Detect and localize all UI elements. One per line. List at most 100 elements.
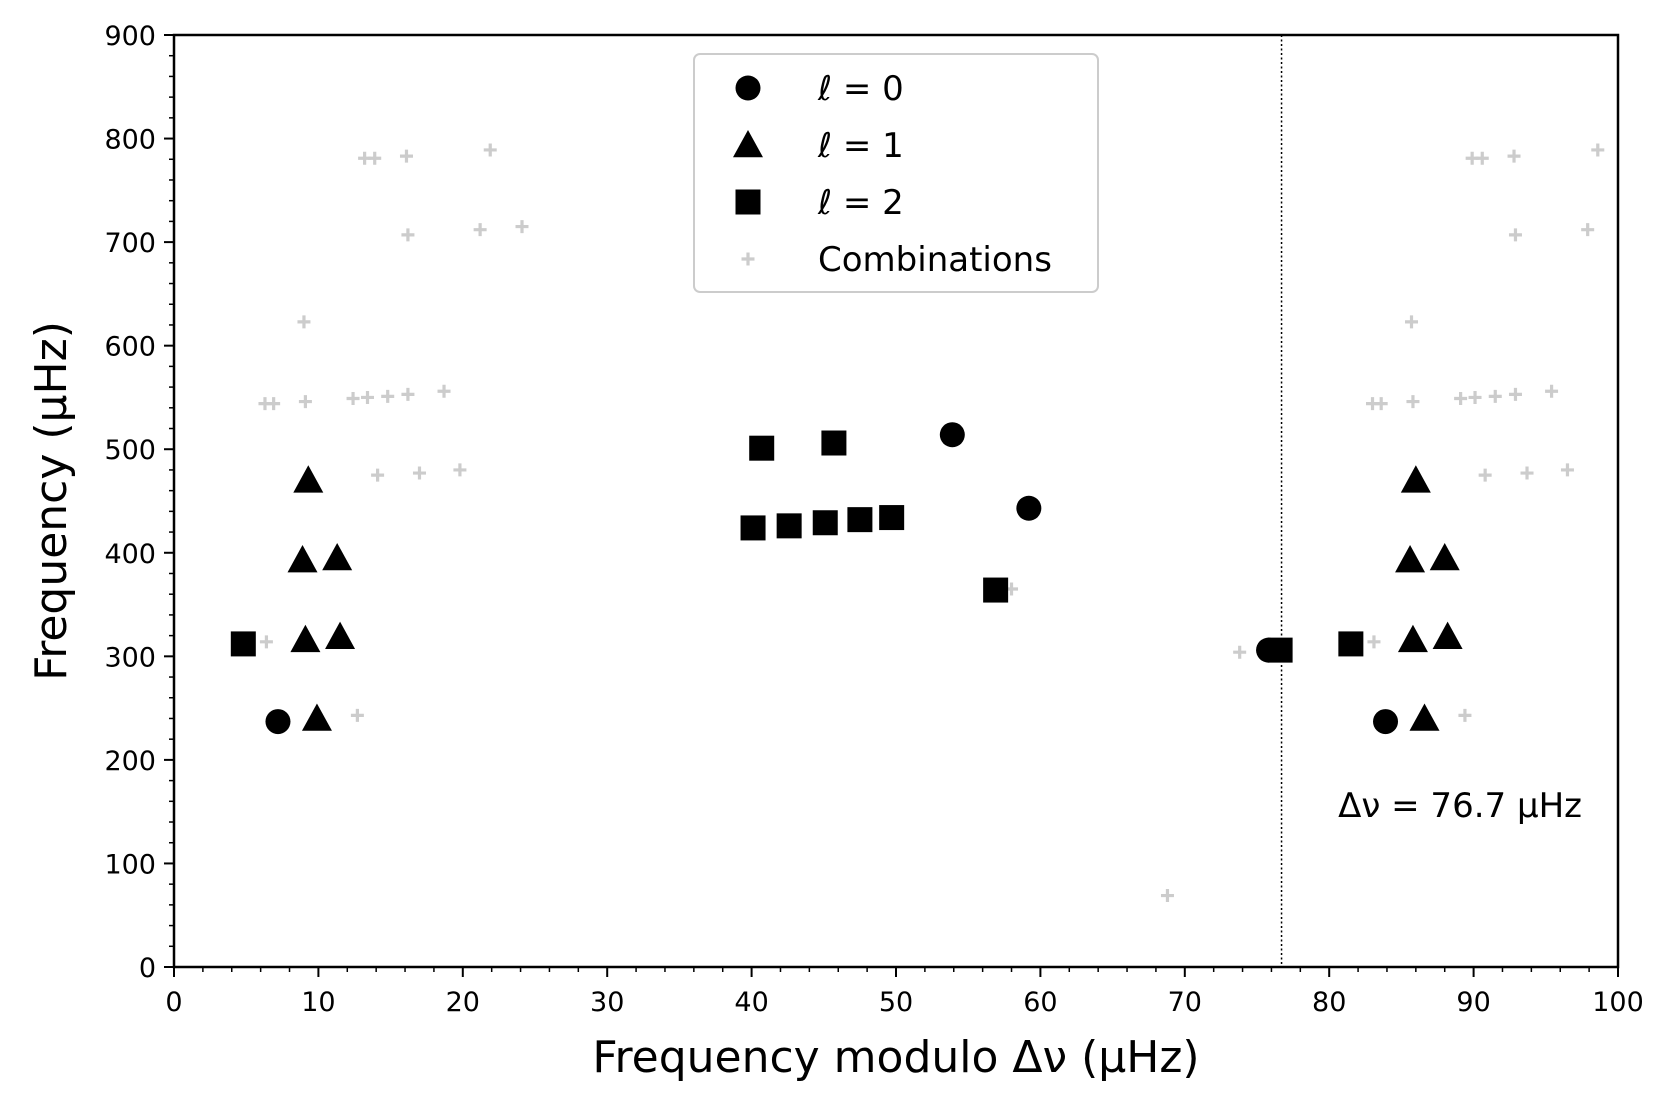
x-tick-label: 90 <box>1456 987 1490 1018</box>
legend-label: ℓ = 1 <box>817 126 904 166</box>
data-point <box>1160 889 1174 903</box>
data-point <box>297 315 311 329</box>
data-point <box>1454 391 1468 405</box>
data-point <box>515 220 529 234</box>
legend-label: ℓ = 2 <box>817 183 904 223</box>
x-tick-label: 40 <box>734 987 768 1018</box>
data-point <box>287 545 318 573</box>
x-tick-label: 60 <box>1023 987 1057 1018</box>
data-point <box>1560 463 1574 477</box>
y-axis-label: Frequency (μHz) <box>26 321 77 681</box>
data-point <box>1508 387 1522 401</box>
data-point <box>812 510 838 536</box>
data-point <box>1397 624 1428 653</box>
legend-box <box>693 53 1099 293</box>
x-axis-label: Frequency modulo Δν (μHz) <box>592 1032 1199 1083</box>
data-point <box>350 708 364 722</box>
data-point <box>1478 468 1492 482</box>
x-tick-label: 10 <box>301 987 335 1018</box>
delta-nu-label: Δν = 76.7 μHz <box>1338 786 1582 826</box>
data-point <box>301 703 332 731</box>
legend-label: Combinations <box>818 240 1052 280</box>
legend-label: ℓ = 0 <box>817 69 904 109</box>
y-tick-label: 0 <box>139 953 156 984</box>
data-point <box>1016 495 1042 521</box>
data-point <box>412 466 426 480</box>
x-tick-label: 20 <box>446 987 480 1018</box>
data-point <box>325 621 356 649</box>
data-point <box>401 228 415 242</box>
data-point <box>381 389 395 403</box>
data-point <box>401 387 415 401</box>
data-point <box>1338 631 1364 657</box>
data-point <box>749 435 775 461</box>
data-point <box>1508 228 1522 242</box>
data-point <box>322 542 353 571</box>
data-point <box>1432 621 1463 649</box>
data-point <box>740 515 766 541</box>
data-point <box>1458 708 1472 722</box>
data-point <box>1488 389 1502 403</box>
data-point <box>879 505 905 531</box>
legend-marker-circle <box>735 75 761 101</box>
data-point <box>983 577 1009 603</box>
x-tick-label: 100 <box>1592 987 1644 1018</box>
data-point <box>453 463 467 477</box>
x-tick-label: 0 <box>165 987 182 1018</box>
data-point <box>360 390 374 404</box>
data-point <box>346 391 360 405</box>
data-point <box>230 631 256 657</box>
legend-marker-square <box>735 189 761 215</box>
data-point <box>267 397 281 411</box>
data-point <box>399 149 413 163</box>
data-point <box>1409 703 1440 731</box>
data-point <box>1581 223 1595 237</box>
data-point <box>1520 466 1534 480</box>
data-point <box>1373 709 1399 735</box>
data-point <box>1545 384 1559 398</box>
y-tick-label: 100 <box>104 849 156 880</box>
data-point <box>1475 151 1489 165</box>
data-point <box>473 223 487 237</box>
data-point <box>371 468 385 482</box>
y-tick-label: 400 <box>104 539 156 570</box>
x-tick-label: 50 <box>879 987 913 1018</box>
data-point <box>437 384 451 398</box>
data-point <box>265 709 291 735</box>
x-tick-label: 80 <box>1312 987 1346 1018</box>
data-point <box>1507 149 1521 163</box>
data-point <box>483 143 497 157</box>
y-tick-label: 600 <box>104 332 156 363</box>
data-point <box>298 395 312 409</box>
data-point <box>290 624 321 653</box>
y-tick-label: 700 <box>104 228 156 259</box>
data-point <box>1256 637 1282 663</box>
data-point <box>1374 397 1388 411</box>
legend-marker-triangle <box>733 130 763 158</box>
data-point <box>1233 645 1247 659</box>
data-point <box>1405 315 1419 329</box>
data-point <box>939 422 965 448</box>
y-tick-label: 500 <box>104 435 156 466</box>
data-point <box>1429 542 1460 571</box>
data-point <box>847 507 873 533</box>
y-tick-label: 300 <box>104 642 156 673</box>
data-point <box>776 513 802 539</box>
data-point <box>293 465 324 493</box>
y-tick-label: 800 <box>104 125 156 156</box>
data-point <box>368 151 382 165</box>
legend-marker-plus <box>741 252 755 266</box>
data-point <box>1468 390 1482 404</box>
data-point <box>1395 545 1426 573</box>
x-tick-label: 70 <box>1168 987 1202 1018</box>
y-tick-label: 900 <box>104 21 156 52</box>
data-point <box>1591 143 1605 157</box>
x-tick-label: 30 <box>590 987 624 1018</box>
data-point <box>1400 465 1431 493</box>
data-point <box>1367 635 1381 649</box>
data-point <box>259 635 273 649</box>
data-point <box>821 430 847 456</box>
data-point <box>1406 395 1420 409</box>
